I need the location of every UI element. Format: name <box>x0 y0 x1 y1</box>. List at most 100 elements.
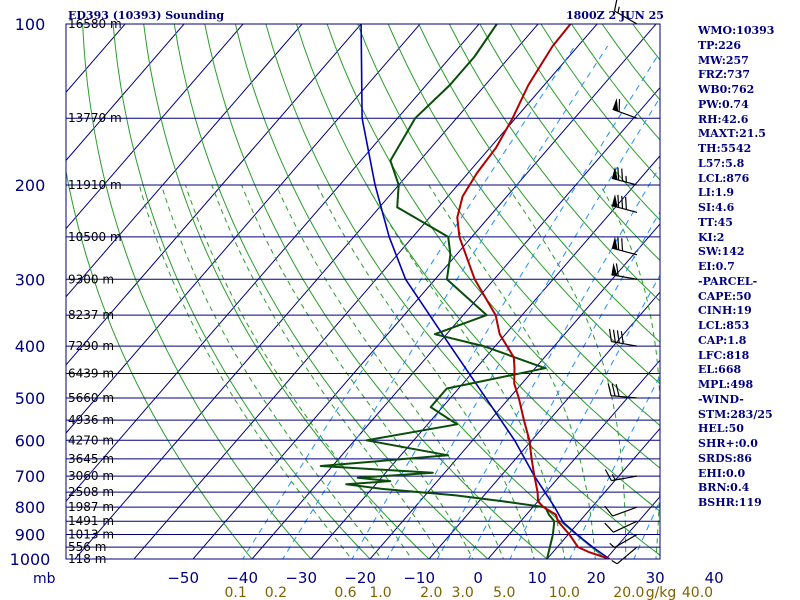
barb-full <box>625 196 627 210</box>
wind-barb <box>611 194 638 213</box>
pressure-tick: 100 <box>15 15 46 34</box>
barb-full <box>617 167 620 181</box>
index-line: CAPE:50 <box>698 289 752 303</box>
moist-adiabat <box>161 184 383 559</box>
temperature-tick: −40 <box>226 569 258 587</box>
barb-full <box>620 331 624 344</box>
isotherm-line <box>192 24 657 559</box>
station-title: ED393 (10393) Sounding <box>68 9 225 22</box>
index-line: MAXT:21.5 <box>698 127 766 141</box>
barb-half <box>617 6 620 14</box>
barb-full <box>607 383 612 396</box>
height-label: 1491 m <box>68 514 114 528</box>
index-line: -WIND- <box>698 392 744 406</box>
barb-full <box>621 238 624 251</box>
index-line: TP:226 <box>698 38 742 52</box>
barb-full <box>604 505 614 517</box>
mixing-ratio-line <box>436 165 660 559</box>
index-line: TT:45 <box>698 215 733 229</box>
barb-half <box>611 474 616 481</box>
index-line: SHR+:0.0 <box>698 437 758 450</box>
barb-full <box>612 329 616 343</box>
dry-adiabat <box>387 24 660 385</box>
barb-full <box>615 383 620 397</box>
barb-staff <box>614 534 638 549</box>
height-label: 9300 m <box>68 272 114 286</box>
temperature-tick: 20 <box>587 569 606 587</box>
pressure-tick: 200 <box>15 176 46 195</box>
barb-staff <box>614 10 638 25</box>
valid-time: 1800Z 2 JUN 25 <box>566 9 664 22</box>
isotherm-line <box>66 24 244 230</box>
mixing-ratio-tick: 0.2 <box>265 585 287 600</box>
temperature-trace <box>456 24 610 559</box>
height-label: 1987 m <box>68 500 114 514</box>
index-line: LI:1.9 <box>698 186 735 200</box>
dry-adiabat <box>204 24 548 559</box>
temperature-tick: −20 <box>344 569 376 587</box>
pressure-tick: 300 <box>15 270 46 289</box>
barb-staff <box>612 506 638 517</box>
mixing-ratio-tick: 20.0 <box>613 585 644 600</box>
index-line: L57:5.8 <box>698 156 745 170</box>
barb-staff <box>611 274 638 280</box>
mixing-ratio-line <box>509 274 660 559</box>
height-label: 3060 m <box>68 469 114 483</box>
index-line: HEL:50 <box>698 422 744 436</box>
barb-half <box>609 542 615 548</box>
barb-staff <box>611 247 638 256</box>
height-label: 6439 m <box>68 366 114 380</box>
mixing-ratio-line <box>468 210 660 559</box>
temperature-tick: 0 <box>473 569 483 587</box>
barb-full <box>616 330 620 344</box>
height-label: 7290 m <box>68 339 114 353</box>
barb-full <box>617 237 620 250</box>
isotherm-line <box>133 24 598 559</box>
moist-adiabat <box>316 184 535 559</box>
barb-full <box>604 469 612 481</box>
barb-full <box>611 383 616 397</box>
index-line: PW:0.74 <box>698 97 749 111</box>
moist-adiabat <box>241 184 474 559</box>
index-line: SI:4.6 <box>698 201 735 214</box>
moist-adiabat <box>599 184 660 559</box>
mixing-ratio-line <box>282 45 609 559</box>
dry-adiabat <box>418 24 660 343</box>
mixing-ratio-line <box>351 51 660 559</box>
pressure-tick: 700 <box>15 467 46 486</box>
plot-frame <box>65 23 661 560</box>
wind-barb <box>604 505 638 517</box>
barb-staff <box>613 520 638 533</box>
moist-adiabat <box>211 184 443 559</box>
wind-barb <box>611 166 638 186</box>
barb-staff <box>611 475 638 482</box>
index-line: WMO:10393 <box>698 24 775 37</box>
isotherm-line <box>66 24 421 434</box>
wind-barb <box>613 0 638 25</box>
index-line: STM:283/25 <box>698 407 773 421</box>
mixing-ratio-line <box>386 96 660 559</box>
dry-adiabat <box>82 24 312 559</box>
barb-full <box>608 328 612 342</box>
barb-flag <box>611 194 618 208</box>
dry-adiabat <box>173 24 489 559</box>
index-line: RH:42.6 <box>698 112 749 126</box>
index-line: SRDS:86 <box>698 451 752 465</box>
isotherm-line <box>66 24 185 162</box>
index-line: EI:0.7 <box>698 260 735 273</box>
pressure-tick: 400 <box>15 337 46 356</box>
height-label: 8237 m <box>68 308 114 322</box>
temperature-tick: −50 <box>167 569 199 587</box>
barb-half <box>611 559 618 565</box>
barb-full <box>621 195 624 209</box>
wind-barb <box>604 469 638 482</box>
index-line: MW:257 <box>698 53 749 67</box>
dry-adiabat <box>143 24 430 559</box>
dewpoint-trace <box>319 24 556 559</box>
index-line: BRN:0.4 <box>698 481 750 495</box>
moist-adiabat <box>366 184 566 559</box>
barb-full <box>604 522 614 533</box>
index-line: FRZ:737 <box>698 68 751 82</box>
index-line: EHI:0.0 <box>698 466 746 480</box>
plot-background <box>66 24 660 559</box>
